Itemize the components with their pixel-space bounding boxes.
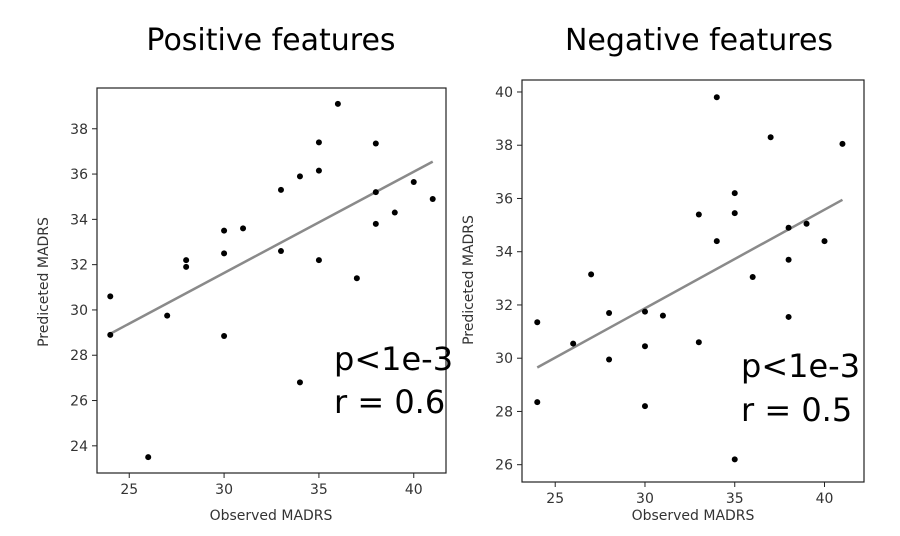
- data-point: [570, 340, 577, 347]
- x-axis-label: Observed MADRS: [210, 508, 333, 524]
- data-point: [534, 319, 541, 326]
- data-point: [821, 238, 828, 245]
- data-point: [240, 225, 247, 232]
- data-point: [641, 403, 648, 410]
- negative-features-panel: Negative features 25 30 35 40 26 28 30 32 34 36 38…: [461, 23, 865, 524]
- y-tick-label: 34: [495, 245, 513, 261]
- x-tick-label: 40: [816, 491, 834, 507]
- x-tick-label: 25: [546, 491, 564, 507]
- y-tick-label: 26: [70, 394, 88, 410]
- data-point: [107, 331, 114, 338]
- plot-frame: [521, 79, 865, 483]
- data-point: [695, 339, 702, 346]
- y-tick-label: 32: [495, 298, 513, 314]
- y-tick-label: 36: [70, 167, 88, 183]
- data-point: [391, 209, 398, 216]
- y-tick-label: 26: [495, 458, 513, 474]
- data-point: [353, 275, 360, 282]
- data-point: [372, 140, 379, 147]
- data-point: [296, 173, 303, 180]
- x-tick-label: 35: [726, 491, 744, 507]
- p-value-annotation: p<1e-3: [741, 347, 860, 385]
- positive-features-panel: Positive features 25 30 35 40 24 26 28 30 32 34 36…: [36, 23, 453, 524]
- data-point: [372, 220, 379, 227]
- data-point: [221, 227, 228, 234]
- data-point: [164, 312, 171, 319]
- data-point: [372, 189, 379, 196]
- tick-layer: 25 30 35 40 24 26 28 30 32 34 36 38: [70, 122, 422, 498]
- y-tick-label: 32: [70, 258, 88, 274]
- points-layer: [107, 100, 436, 461]
- x-axis-label: Observed MADRS: [632, 508, 755, 524]
- data-point: [606, 356, 613, 363]
- data-point: [221, 250, 228, 257]
- data-point: [749, 274, 756, 281]
- data-point: [839, 140, 846, 147]
- data-point: [183, 257, 190, 264]
- y-tick-label: 28: [70, 348, 88, 364]
- data-point: [606, 309, 613, 316]
- data-point: [713, 94, 720, 101]
- y-axis-label: Prediceted MADRS: [461, 215, 477, 345]
- data-point: [107, 293, 114, 300]
- data-point: [315, 167, 322, 174]
- x-tick-label: 30: [215, 482, 233, 498]
- panel-title: Negative features: [565, 23, 833, 58]
- data-point: [767, 134, 774, 141]
- regression-line: [536, 198, 844, 369]
- x-tick-label: 25: [120, 482, 138, 498]
- data-point: [315, 257, 322, 264]
- y-tick-label: 40: [495, 85, 513, 101]
- regression-line: [109, 160, 434, 335]
- data-point: [785, 256, 792, 263]
- data-point: [588, 271, 595, 278]
- y-tick-label: 28: [495, 404, 513, 420]
- y-tick-label: 30: [70, 303, 88, 319]
- y-tick-label: 34: [70, 212, 88, 228]
- data-point: [534, 399, 541, 406]
- data-point: [731, 190, 738, 197]
- data-point: [641, 343, 648, 350]
- data-point: [221, 332, 228, 339]
- data-point: [296, 379, 303, 386]
- r-value-annotation: r = 0.5: [741, 391, 852, 429]
- data-point: [334, 100, 341, 107]
- plot-frame: [96, 87, 447, 474]
- data-point: [785, 224, 792, 231]
- data-point: [695, 211, 702, 218]
- data-point: [713, 238, 720, 245]
- data-point: [410, 178, 417, 185]
- data-point: [145, 454, 152, 461]
- panel-title: Positive features: [146, 23, 395, 58]
- x-tick-label: 30: [636, 491, 654, 507]
- data-point: [731, 210, 738, 217]
- fit-layer: [536, 198, 844, 369]
- x-tick-label: 40: [405, 482, 423, 498]
- data-point: [277, 248, 284, 255]
- data-point: [785, 313, 792, 320]
- data-point: [803, 220, 810, 227]
- x-tick-label: 35: [310, 482, 328, 498]
- p-value-annotation: p<1e-3: [334, 340, 453, 378]
- data-point: [659, 312, 666, 319]
- y-axis-label: Prediceted MADRS: [36, 217, 52, 347]
- y-tick-label: 24: [70, 439, 88, 455]
- tick-layer: 25 30 35 40 26 28 30 32 34 36 38 40: [495, 85, 833, 507]
- points-layer: [534, 94, 846, 463]
- y-tick-label: 38: [70, 122, 88, 138]
- y-tick-label: 38: [495, 138, 513, 154]
- data-point: [731, 456, 738, 463]
- data-point: [277, 186, 284, 193]
- r-value-annotation: r = 0.6: [334, 383, 445, 421]
- y-tick-label: 30: [495, 351, 513, 367]
- y-tick-label: 36: [495, 191, 513, 207]
- fit-layer: [109, 160, 434, 335]
- data-point: [641, 308, 648, 315]
- data-point: [429, 195, 436, 202]
- data-point: [183, 263, 190, 270]
- data-point: [315, 139, 322, 146]
